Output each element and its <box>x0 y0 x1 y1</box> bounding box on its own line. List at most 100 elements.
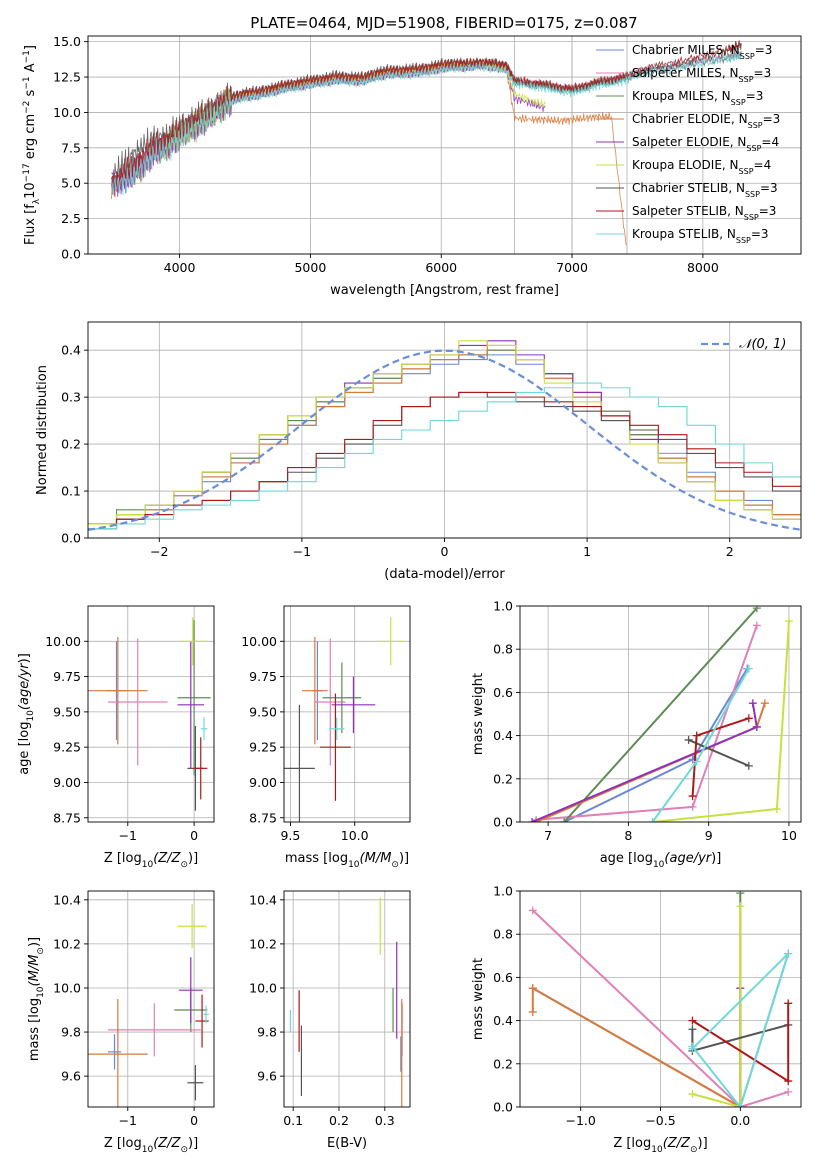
mass_vs_Z-frame <box>87 890 215 1108</box>
residual-histogram <box>88 344 801 525</box>
weight_vs_age-ylabel: mass weight <box>471 673 486 755</box>
age_vs_Z-frame <box>87 605 215 823</box>
mass_vs_Z-xtick-label: 0 <box>190 1113 198 1128</box>
age_vs_mass-xtick-label: 9.5 <box>280 828 300 843</box>
weight_vs_Z-marker <box>784 949 793 958</box>
weight_vs_Z-xtick-label: −0.5 <box>645 1113 675 1128</box>
spectrum-xtick-label: 4000 <box>164 260 196 275</box>
weight_vs_age-ytick-label: 0.0 <box>493 815 513 830</box>
spectrum-legend-label: Salpeter ELODIE, NSSP=4 <box>632 135 779 153</box>
weight_vs_age-marker <box>748 699 757 708</box>
age_vs_Z-xlabel: Z [log10(Z/Z⊙)] <box>104 851 198 870</box>
residuals-xtick-label: 2 <box>726 544 734 559</box>
weight_vs_Z-marker <box>528 1007 537 1016</box>
residual-histogram <box>88 391 801 530</box>
residuals-ytick-label: 0.3 <box>61 390 81 405</box>
weight_vs_Z-xtick-label: 0.0 <box>730 1113 750 1128</box>
weight_vs_Z-ytick-label: 0.4 <box>493 1013 513 1028</box>
age_vs_Z-point <box>194 737 208 800</box>
weight_vs_Z-marker <box>688 1016 697 1025</box>
spectrum-xtick-label: 7000 <box>556 260 588 275</box>
spectrum-legend-label: Chabrier STELIB, NSSP=3 <box>632 181 778 199</box>
weight_vs_Z-ytick-label: 0.0 <box>493 1100 513 1115</box>
weight_vs_Z-ytick-label: 0.8 <box>493 927 513 942</box>
residuals-xtick-label: 0 <box>441 544 449 559</box>
mass_vs_Z-point <box>187 1065 204 1101</box>
weight_vs_age-xtick-label: 9 <box>705 828 713 843</box>
weight_vs_age-marker <box>752 722 761 731</box>
mass_vs_EBV-xtick-label: 0.3 <box>375 1113 395 1128</box>
spectrum-ytick-label: 2.5 <box>61 211 81 226</box>
weight_vs_Z-ytick-label: 0.2 <box>493 1056 513 1071</box>
weight_vs_age-marker <box>692 731 701 740</box>
weight_vs_Z-marker <box>784 999 793 1008</box>
age_vs_mass-xlabel: mass [log10(M/M⊙)] <box>285 851 409 870</box>
age_vs_Z-ytick-label: 9.25 <box>53 740 81 755</box>
age_vs_Z-xtick-label: 0 <box>190 828 198 843</box>
age_vs_mass-ytick-label: 10.00 <box>241 634 277 649</box>
residuals-ytick-label: 0.0 <box>61 531 81 546</box>
weight_vs_Z-marker <box>688 1090 697 1099</box>
weight_vs_Z-panel: −1.0 −0.5 0.0 0.0 0.2 0.4 0.6 0.8 1.0 Z [log10(Z/… <box>471 884 802 1155</box>
mass_vs_EBV-plot-area <box>289 897 403 1107</box>
residuals-frame <box>87 321 802 539</box>
weight_vs_age-marker <box>688 802 697 811</box>
mass_vs_Z-point <box>203 1005 209 1024</box>
spectrum-frame <box>87 35 802 255</box>
mass_vs_EBV-panel: 0.1 0.2 0.3 9.6 9.8 10.0 10.2 10.4 E(B-V) <box>249 890 411 1151</box>
age_vs_Z-ytick-label: 9.50 <box>53 704 81 719</box>
spectrum-ytick-label: 12.5 <box>53 70 81 85</box>
weight_vs_age-ytick-label: 0.2 <box>493 771 513 786</box>
mass_vs_Z-point <box>88 999 148 1107</box>
spectrum-series-line <box>111 40 742 192</box>
residuals-xtick-label: −2 <box>150 544 168 559</box>
age_vs_Z-ylabel: age [log10(age/yr)] <box>17 653 36 775</box>
weight_vs_Z-marker <box>736 891 745 898</box>
weight_vs_Z-ylabel: mass weight <box>471 958 486 1040</box>
age_vs_mass-point <box>322 662 362 734</box>
weight_vs_age-series-line <box>535 702 766 822</box>
residual-histogram <box>88 340 801 525</box>
residuals-ytick-label: 0.4 <box>61 343 81 358</box>
weight_vs_age-plot-area <box>528 606 793 822</box>
spectrum-ytick-label: 15.0 <box>53 34 81 49</box>
age_vs_mass-frame <box>283 605 411 823</box>
age_vs_mass-point <box>331 676 376 734</box>
weight_vs_Z-xtick-label: −1.0 <box>565 1113 595 1128</box>
spectrum-legend-label: Kroupa STELIB, NSSP=3 <box>632 227 769 245</box>
weight_vs_Z-ytick-label: 0.6 <box>493 970 513 985</box>
spectrum-legend-label: Chabrier MILES, NSSP=3 <box>632 43 772 61</box>
spectrum-ytick-label: 5.0 <box>61 176 81 191</box>
weight_vs_age-marker <box>784 617 793 626</box>
weight_vs_age-xlabel: age [log10(age/yr)] <box>600 851 722 870</box>
spectrum-legend-label: Kroupa ELODIE, NSSP=4 <box>632 158 771 176</box>
spectrum-xtick-label: 8000 <box>687 260 719 275</box>
weight_vs_Z-series-line <box>692 906 742 1107</box>
weight_vs_age-marker <box>528 818 537 822</box>
residuals-legend-label: 𝒩(0, 1) <box>739 337 786 352</box>
mass_vs_Z-plot-area <box>88 904 209 1107</box>
age_vs_mass-ytick-label: 8.75 <box>249 810 277 825</box>
weight_vs_Z-marker <box>784 1077 793 1086</box>
weight_vs_Z-ytick-label: 1.0 <box>493 884 513 899</box>
age_vs_mass-point <box>302 637 328 745</box>
mass_vs_Z-ytick-label: 9.8 <box>61 1025 81 1040</box>
mass_vs_Z-ytick-label: 10.4 <box>53 892 81 907</box>
age_vs_Z-ytick-label: 9.00 <box>53 775 81 790</box>
residuals-xlabel: (data-model)/error <box>384 567 505 582</box>
weight_vs_age-marker <box>684 735 693 744</box>
weight_vs_Z-frame <box>519 890 802 1108</box>
weight_vs_age-marker <box>744 761 753 770</box>
weight_vs_age-xtick-label: 8 <box>624 828 632 843</box>
spectrum-ytick-label: 7.5 <box>61 140 81 155</box>
spectrum-xlabel: wavelength [Angstrom, rest frame] <box>330 283 559 298</box>
spectrum-legend-label: Chabrier ELODIE, NSSP=3 <box>632 112 780 130</box>
residuals-ytick-label: 0.1 <box>61 484 81 499</box>
age_vs_Z-ytick-label: 10.00 <box>45 634 81 649</box>
weight_vs_age-marker <box>648 818 657 822</box>
age_vs_Z-point <box>200 717 208 741</box>
age_vs_mass-ytick-label: 9.75 <box>249 669 277 684</box>
weight_vs_age-marker <box>744 714 753 723</box>
weight_vs_Z-marker <box>784 1087 793 1096</box>
